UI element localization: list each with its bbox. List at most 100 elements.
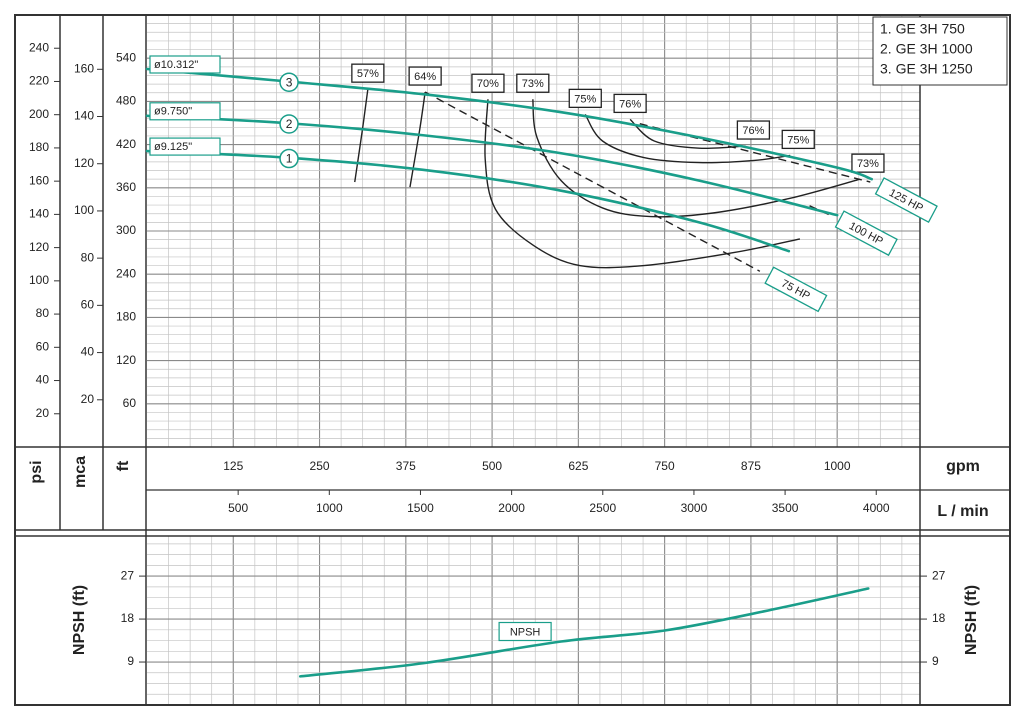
gpm-tick-label: 125 bbox=[223, 459, 243, 473]
psi-tick-label: 100 bbox=[29, 273, 49, 287]
frame bbox=[14, 14, 1011, 706]
curve-number: 2 bbox=[286, 117, 293, 131]
psi-tick-label: 180 bbox=[29, 140, 49, 154]
efficiency-label-box bbox=[781, 129, 815, 150]
lmin-tick-label: 3500 bbox=[772, 501, 799, 515]
gpm-tick-label: 625 bbox=[568, 459, 588, 473]
gpm-tick-label: 750 bbox=[655, 459, 675, 473]
psi-tick-label: 60 bbox=[36, 339, 50, 353]
efficiency-label: 73% bbox=[522, 78, 544, 90]
head-curve bbox=[145, 149, 791, 253]
head-curve bbox=[145, 114, 839, 217]
efficiency-label-box bbox=[351, 63, 385, 83]
ft-tick-label: 360 bbox=[116, 180, 136, 194]
curve-number: 1 bbox=[286, 152, 293, 166]
curve-number-circle bbox=[279, 148, 299, 169]
efficiency-label: 76% bbox=[742, 125, 764, 137]
outer-border bbox=[14, 14, 1011, 706]
npsh-axis-label: NPSH (ft) bbox=[71, 585, 88, 655]
lmin-tick-label: 500 bbox=[228, 501, 248, 515]
psi-tick-label: 20 bbox=[36, 406, 50, 420]
psi-tick-label: 140 bbox=[29, 207, 49, 221]
lmin-tick-label: 1500 bbox=[407, 501, 434, 515]
efficiency-curve bbox=[484, 99, 801, 269]
gpm-tick-label: 1000 bbox=[824, 459, 851, 473]
lmin-tick-label: 1000 bbox=[316, 501, 343, 515]
ft-tick-label: 180 bbox=[116, 310, 136, 324]
efficiency-label-box bbox=[568, 88, 602, 109]
efficiency-label: 70% bbox=[477, 78, 499, 90]
efficiency-curve bbox=[532, 99, 861, 218]
diameter-label: ø9.750" bbox=[154, 106, 192, 118]
efficiency-label: 57% bbox=[357, 68, 379, 80]
mca-tick-label: 60 bbox=[81, 298, 95, 312]
npsh-tick-label: 27 bbox=[121, 568, 135, 582]
psi-tick-label: 240 bbox=[29, 40, 49, 54]
mca-tick-label: 140 bbox=[74, 109, 94, 123]
diameter-label-box bbox=[149, 102, 221, 121]
ft-tick-label: 60 bbox=[123, 396, 137, 410]
gpm-tick-label: 875 bbox=[741, 459, 761, 473]
mca-tick-label: 120 bbox=[74, 156, 94, 170]
psi-tick-label: 40 bbox=[36, 373, 50, 387]
power-label: 125 HP bbox=[874, 177, 938, 223]
lmin-tick-label: 4000 bbox=[863, 501, 890, 515]
npsh-tick-label: 9 bbox=[127, 654, 134, 668]
ft-tick-label: 420 bbox=[116, 137, 136, 151]
psi-axis-label: psi bbox=[28, 460, 45, 483]
curve-number: 3 bbox=[286, 75, 293, 89]
diameter-label-box bbox=[149, 55, 221, 74]
mca-tick-label: 40 bbox=[81, 345, 95, 359]
mca-axis-label: mca bbox=[72, 456, 89, 488]
efficiency-label-box bbox=[613, 93, 647, 114]
power-label-box bbox=[874, 177, 938, 223]
gpm-axis-label: gpm bbox=[946, 458, 980, 475]
efficiency-label-box bbox=[736, 120, 771, 140]
psi-tick-label: 80 bbox=[36, 306, 50, 320]
npsh-tick-label-right: 27 bbox=[932, 568, 946, 582]
gpm-tick-label: 500 bbox=[482, 459, 502, 473]
gpm-tick-label: 250 bbox=[310, 459, 330, 473]
diameter-label: ø10.312" bbox=[154, 59, 198, 71]
efficiency-curve bbox=[584, 113, 791, 164]
npsh-tick-label: 18 bbox=[121, 611, 135, 625]
power-label-box bbox=[834, 210, 898, 257]
lmin-tick-label: 3000 bbox=[681, 501, 708, 515]
psi-tick-label: 200 bbox=[29, 107, 49, 121]
curve-number-circle bbox=[279, 114, 299, 134]
power-line bbox=[424, 91, 761, 272]
efficiency-label: 76% bbox=[619, 98, 641, 110]
npsh-tick-label-right: 9 bbox=[932, 654, 939, 668]
efficiency-label-box bbox=[408, 66, 442, 86]
ft-tick-label: 300 bbox=[116, 223, 136, 237]
efficiency-label-box bbox=[471, 73, 505, 93]
power-label-box bbox=[764, 266, 828, 313]
npsh-curve bbox=[298, 587, 870, 678]
efficiency-label-box bbox=[516, 73, 550, 93]
legend-entry: 1. GE 3H 750 bbox=[880, 21, 965, 37]
lmin-tick-label: 2500 bbox=[589, 501, 616, 515]
ft-tick-label: 240 bbox=[116, 266, 136, 280]
efficiency-label: 64% bbox=[414, 71, 436, 83]
efficiency-label: 73% bbox=[857, 158, 879, 170]
npsh-tick-label-right: 18 bbox=[932, 611, 946, 625]
npsh-label: NPSH bbox=[510, 626, 541, 638]
efficiency-curve bbox=[629, 118, 746, 150]
mca-tick-label: 20 bbox=[81, 392, 95, 406]
legend-entry: 2. GE 3H 1000 bbox=[880, 41, 973, 57]
diameter-label-box bbox=[149, 137, 221, 156]
psi-tick-label: 160 bbox=[29, 173, 49, 187]
efficiency-label-box bbox=[851, 153, 885, 173]
psi-tick-label: 120 bbox=[29, 240, 49, 254]
mca-tick-label: 100 bbox=[74, 203, 94, 217]
efficiency-label: 75% bbox=[574, 93, 596, 105]
curve-number-circle bbox=[279, 72, 299, 92]
mca-tick-label: 80 bbox=[81, 250, 95, 264]
legend-box bbox=[872, 16, 1008, 86]
ft-tick-label: 540 bbox=[116, 50, 136, 64]
npsh-axis-label-right: NPSH (ft) bbox=[963, 585, 980, 655]
diameter-label: ø9.125" bbox=[154, 141, 192, 153]
efficiency-curve bbox=[354, 89, 369, 183]
gpm-tick-label: 375 bbox=[396, 459, 416, 473]
